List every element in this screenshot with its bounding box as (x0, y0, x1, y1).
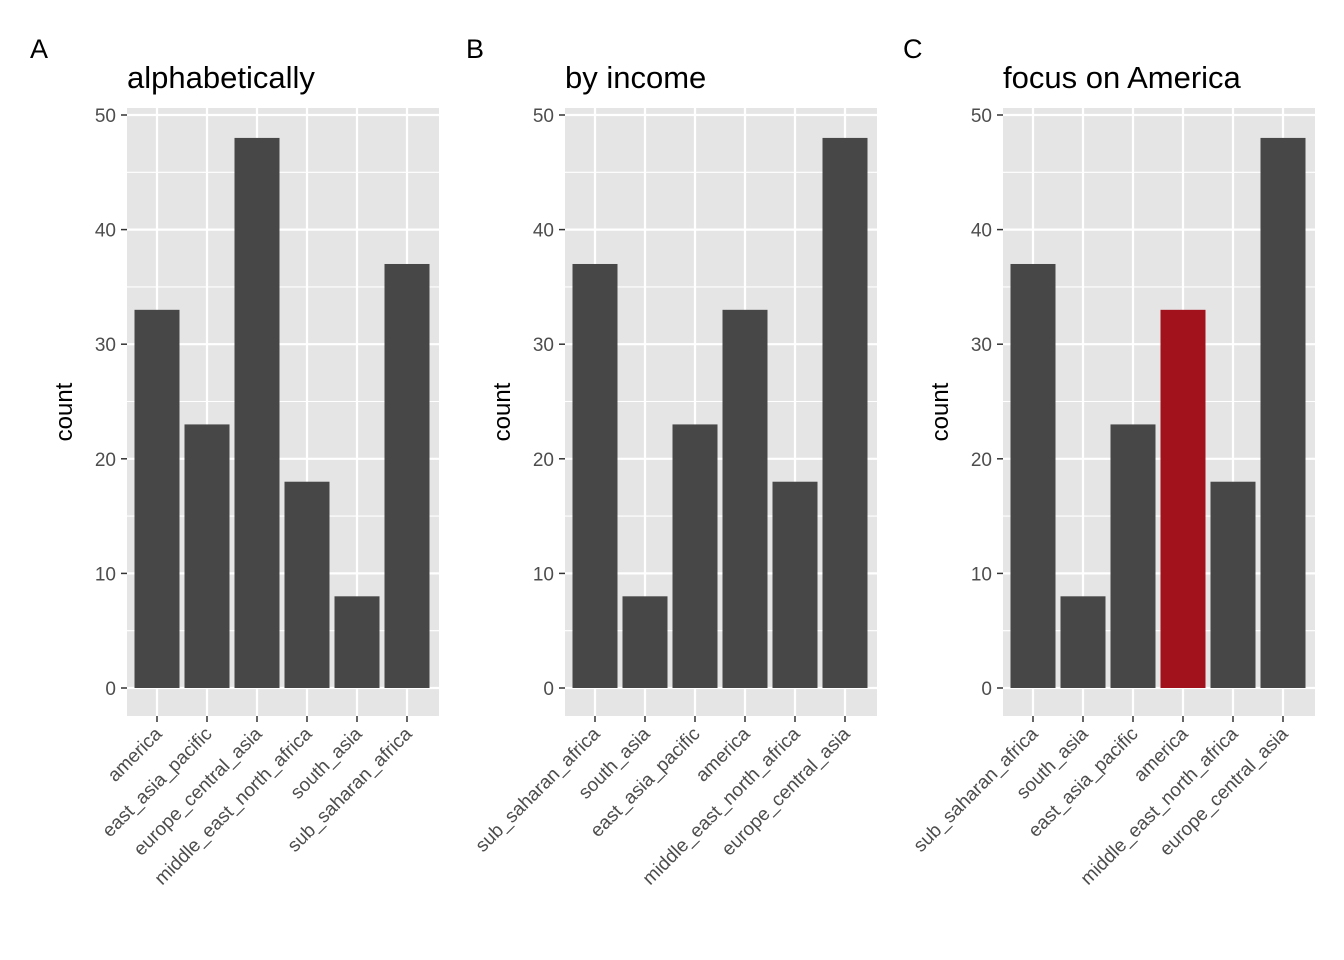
panel-tag: A (30, 34, 48, 64)
y-tick-label: 0 (981, 679, 992, 700)
y-tick-label: 30 (533, 335, 554, 356)
panel-tag: B (466, 34, 484, 64)
panel-title: alphabetically (127, 60, 315, 95)
bar-east_asia_pacific (184, 424, 230, 688)
bar-america (1160, 309, 1206, 688)
y-tick-label: 40 (533, 221, 554, 242)
y-tick-label: 20 (95, 450, 116, 471)
y-tick-label: 0 (543, 679, 554, 700)
bar-middle_east_north_africa (772, 481, 818, 688)
bar-europe_central_asia (234, 137, 280, 689)
y-tick-label: 10 (533, 564, 554, 585)
panel-b: Bby income01020304050countsub_saharan_af… (466, 34, 877, 889)
bar-europe_central_asia (822, 137, 868, 689)
bar-sub_saharan_africa (572, 263, 618, 688)
bar-middle_east_north_africa (284, 481, 330, 688)
y-tick-label: 30 (95, 335, 116, 356)
bar-america (134, 309, 180, 688)
y-tick-label: 0 (105, 679, 116, 700)
y-tick-label: 40 (95, 221, 116, 242)
y-tick-label: 10 (971, 564, 992, 585)
y-tick-label: 50 (95, 106, 116, 127)
bar-sub_saharan_africa (1010, 263, 1056, 688)
y-axis-label: count (927, 382, 954, 441)
bar-south_asia (334, 596, 380, 688)
y-tick-label: 50 (971, 106, 992, 127)
y-tick-label: 40 (971, 221, 992, 242)
bar-south_asia (622, 596, 668, 688)
bar-america (722, 309, 768, 688)
bar-east_asia_pacific (1110, 424, 1156, 688)
bar-east_asia_pacific (672, 424, 718, 688)
panel-title: by income (565, 60, 706, 95)
bar-middle_east_north_africa (1210, 481, 1256, 688)
bar-south_asia (1060, 596, 1106, 688)
y-tick-label: 20 (971, 450, 992, 471)
y-axis-label: count (51, 382, 78, 441)
y-tick-label: 10 (95, 564, 116, 585)
bar-sub_saharan_africa (384, 263, 430, 688)
y-tick-label: 30 (971, 335, 992, 356)
y-tick-label: 20 (533, 450, 554, 471)
y-axis-label: count (489, 382, 516, 441)
panel-a: Aalphabetically01020304050countamericaea… (30, 34, 439, 889)
bar-europe_central_asia (1260, 137, 1306, 689)
panel-tag: C (903, 34, 923, 64)
panel-title: focus on America (1003, 60, 1242, 95)
y-tick-label: 50 (533, 106, 554, 127)
